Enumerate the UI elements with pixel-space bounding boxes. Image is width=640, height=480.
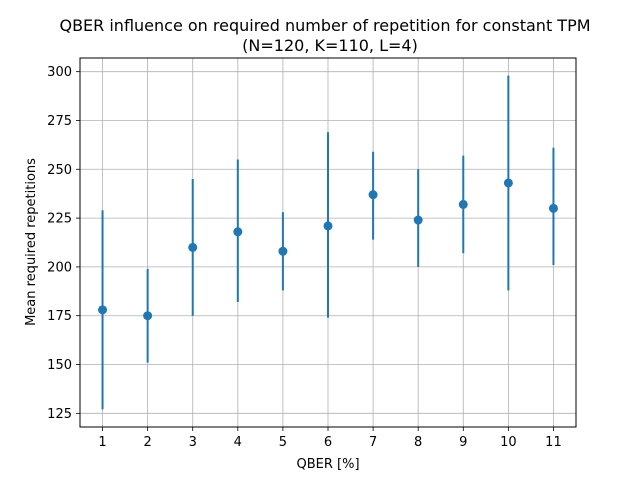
x-tick-label: 3	[189, 435, 197, 450]
data-point	[368, 190, 378, 200]
x-tick-label: 11	[545, 435, 562, 450]
x-tick-label: 5	[279, 435, 287, 450]
data-point	[188, 242, 198, 252]
x-tick-label: 9	[459, 435, 467, 450]
chart-title-line1: QBER influence on required number of rep…	[59, 16, 590, 35]
data-point	[98, 305, 108, 315]
data-point	[548, 203, 558, 213]
y-tick-label: 275	[47, 114, 72, 129]
plot-area-frame	[79, 57, 577, 428]
data-point	[458, 199, 468, 209]
axis-ticks: 1 2 3 4 5 6 7 8 9 10 11 125 150 175 200 225 250 275 300	[47, 65, 562, 450]
data-point	[233, 227, 243, 237]
y-axis-label: Mean required repetitions	[24, 158, 39, 326]
x-tick-label: 2	[143, 435, 151, 450]
x-tick-label: 1	[98, 435, 106, 450]
chart-title-line2: (N=120, K=110, L=4)	[242, 36, 418, 55]
data-point	[143, 311, 153, 321]
data-point	[323, 221, 333, 231]
x-tick-label: 6	[324, 435, 332, 450]
y-tick-label: 250	[47, 163, 72, 178]
x-tick-label: 8	[414, 435, 422, 450]
data-marks	[98, 75, 558, 410]
data-point	[503, 178, 513, 188]
x-axis-label: QBER [%]	[296, 457, 359, 472]
y-tick-label: 200	[47, 260, 72, 275]
data-point	[413, 215, 423, 225]
y-tick-label: 150	[47, 358, 72, 373]
data-point	[278, 246, 288, 256]
y-tick-label: 225	[47, 212, 72, 227]
y-tick-label: 125	[47, 407, 72, 422]
x-tick-label: 4	[234, 435, 242, 450]
y-tick-label: 300	[47, 65, 72, 80]
x-tick-label: 10	[500, 435, 517, 450]
x-tick-label: 7	[369, 435, 377, 450]
y-tick-label: 175	[47, 309, 72, 324]
